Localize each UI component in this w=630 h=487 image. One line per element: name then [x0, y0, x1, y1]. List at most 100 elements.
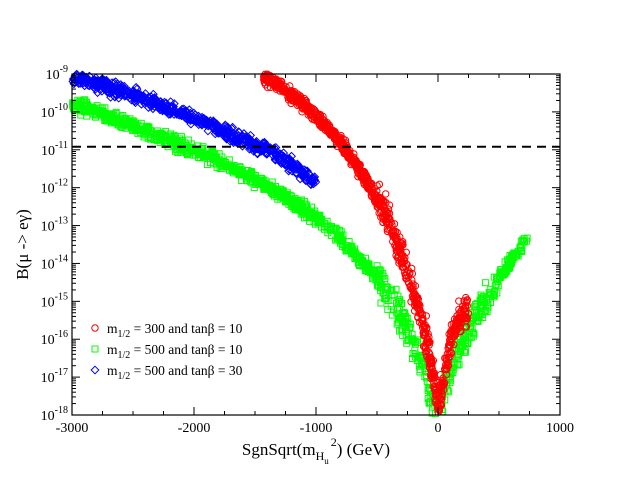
data-point: [438, 390, 446, 398]
data-point: [462, 313, 470, 321]
data-point: [399, 318, 407, 326]
data-point: [415, 305, 423, 313]
data-point: [352, 254, 360, 262]
data-point: [308, 174, 318, 184]
data-point: [295, 206, 303, 214]
data-point: [176, 111, 186, 121]
data-point: [381, 190, 390, 198]
data-point: [472, 303, 480, 311]
data-point: [137, 128, 145, 136]
data-point: [145, 123, 153, 131]
data-point: [382, 294, 390, 302]
data-point: [332, 236, 340, 244]
series-diamond: [68, 69, 321, 190]
data-point: [388, 311, 396, 319]
data-point: [307, 208, 315, 216]
data-point: [430, 369, 439, 377]
data-point: [146, 135, 154, 143]
data-point: [351, 156, 359, 164]
data-point: [297, 210, 305, 218]
data-point: [222, 123, 232, 133]
legend: m1/2 = 300 and tanβ = 10 m1/2 = 500 and t…: [90, 321, 243, 382]
data-point: [227, 127, 237, 137]
y-tick-label: 10-16: [41, 329, 68, 348]
data-point: [411, 350, 419, 358]
data-point: [463, 338, 471, 346]
data-point: [107, 110, 115, 118]
data-point: [112, 110, 120, 118]
data-point: [167, 137, 175, 145]
data-point: [141, 130, 149, 138]
data-point: [510, 254, 518, 262]
data-point: [276, 87, 284, 95]
data-point: [352, 249, 360, 257]
data-point: [103, 82, 113, 92]
data-point: [460, 305, 468, 313]
data-point: [154, 101, 164, 111]
data-point: [182, 146, 190, 154]
y-tick-label: 10-13: [41, 216, 68, 235]
data-point: [259, 176, 267, 184]
data-point: [431, 373, 439, 382]
data-point: [175, 108, 185, 118]
data-point: [404, 319, 412, 327]
data-point: [107, 78, 117, 88]
data-point: [103, 117, 111, 125]
data-point: [79, 101, 87, 109]
data-point: [358, 169, 366, 177]
data-point: [455, 305, 463, 314]
data-point: [193, 115, 203, 125]
y-tick-label: 10-9: [46, 64, 68, 83]
data-point: [311, 220, 319, 228]
data-point: [420, 343, 428, 351]
data-point: [343, 242, 351, 250]
data-point: [276, 191, 284, 199]
data-point: [463, 296, 472, 304]
data-point: [410, 292, 418, 301]
y-tick-label: 10-17: [41, 367, 68, 386]
data-point: [409, 337, 417, 345]
data-point: [314, 218, 322, 226]
data-point: [442, 370, 451, 379]
data-point: [302, 200, 310, 208]
data-point: [290, 204, 298, 212]
data-point: [384, 296, 392, 304]
data-point: [425, 333, 433, 341]
data-point: [463, 314, 472, 323]
data-point: [378, 213, 387, 221]
data-point: [489, 291, 497, 299]
data-point: [304, 169, 314, 179]
data-point: [166, 97, 176, 107]
data-point: [426, 357, 434, 365]
data-point: [414, 313, 422, 322]
data-point: [213, 122, 223, 132]
x-axis-title-subsub: u: [324, 456, 329, 466]
data-point: [481, 279, 489, 287]
data-point: [383, 285, 391, 293]
data-point: [391, 227, 400, 236]
data-point: [478, 310, 486, 318]
data-point: [459, 306, 467, 315]
data-point: [294, 94, 302, 102]
data-point: [391, 235, 400, 243]
data-point: [90, 78, 100, 88]
data-point: [269, 190, 277, 198]
data-point: [377, 200, 385, 208]
data-point: [320, 120, 329, 128]
data-point: [197, 117, 207, 127]
data-point: [384, 284, 392, 292]
data-point: [202, 151, 210, 159]
data-point: [245, 144, 255, 154]
data-point: [444, 358, 452, 366]
data-point: [236, 170, 244, 178]
x-axis-title: SgnSqrt(mHu2) (GeV): [242, 435, 390, 466]
data-point: [93, 102, 101, 110]
data-point: [377, 281, 385, 289]
data-point: [416, 365, 424, 373]
data-point: [467, 334, 475, 342]
data-point: [348, 242, 356, 250]
data-point: [120, 115, 128, 123]
y-tick-label: 10-10: [41, 102, 68, 121]
data-point: [252, 148, 262, 158]
data-point: [440, 381, 448, 389]
